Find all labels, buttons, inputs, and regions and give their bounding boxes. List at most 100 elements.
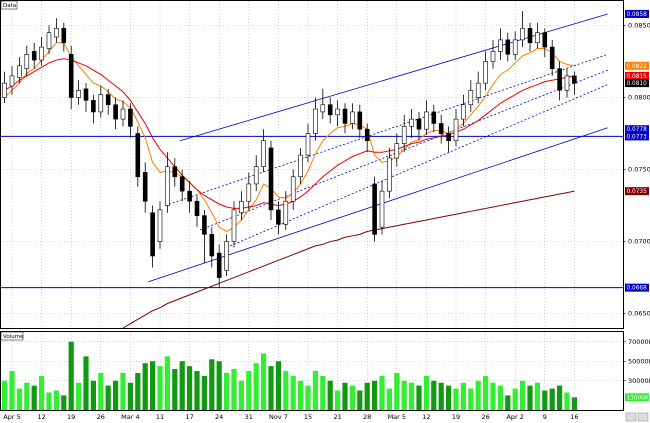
candle-body	[2, 82, 7, 98]
volume-bar	[68, 341, 74, 410]
x-tick-label: 21	[333, 413, 341, 421]
volume-bar	[290, 375, 296, 410]
volume-bar	[261, 353, 267, 410]
value-tag-label: 0.0778	[627, 127, 648, 133]
value-tag	[625, 79, 649, 88]
volume-bar	[342, 382, 348, 410]
candle-body	[475, 82, 481, 98]
candle-body	[91, 100, 96, 113]
volume-bar	[120, 372, 126, 410]
candle-body	[276, 209, 281, 225]
volume-bar	[83, 356, 89, 410]
x-tick-label: Nov 7	[269, 413, 288, 421]
value-tag	[625, 132, 649, 141]
candle-body	[268, 147, 274, 211]
channel-line	[165, 53, 608, 206]
moving-average	[122, 190, 575, 329]
x-tick-label: 28	[363, 413, 371, 421]
candle-body	[120, 108, 126, 120]
candle-body	[76, 90, 81, 98]
volume-bar	[549, 388, 555, 410]
candle-body	[239, 200, 244, 214]
volume-bar	[1, 380, 8, 410]
volume-bar	[9, 371, 15, 410]
volume-bar	[150, 361, 156, 410]
x-tick-label: Mar 5	[388, 413, 406, 421]
volume-bar	[246, 371, 252, 410]
volume-bar	[534, 382, 540, 410]
volume-bar	[379, 375, 385, 410]
candle-body	[431, 111, 437, 124]
volume-bar	[16, 388, 22, 410]
volume-bar	[164, 356, 170, 410]
candle-body	[187, 190, 192, 202]
y-tick-label: 0.0800	[628, 94, 650, 102]
candle-body	[512, 39, 518, 55]
candle-body	[520, 28, 525, 41]
candle-body	[224, 241, 229, 271]
candle-body	[357, 111, 363, 130]
candle-body	[394, 143, 400, 159]
value-tag-label: 0.0773	[627, 134, 648, 140]
volume-bar	[142, 363, 148, 410]
candle-body	[372, 183, 377, 235]
candle-body	[194, 200, 200, 216]
volume-bar	[216, 361, 222, 410]
moving-average	[4, 58, 575, 209]
x-tick-label: 31	[245, 413, 253, 421]
volume-bar	[401, 380, 407, 410]
volume-bar	[423, 375, 429, 410]
overlay-lines	[1, 13, 623, 329]
volume-bar	[320, 375, 326, 410]
candle-body	[542, 32, 548, 48]
candle-body	[298, 154, 303, 178]
candle-body	[557, 68, 562, 91]
value-tag	[625, 283, 649, 292]
volume-bar	[475, 380, 481, 410]
volume-bar	[364, 382, 370, 410]
x-tick-label: 11	[156, 413, 164, 421]
candle-body	[490, 51, 496, 62]
x-tick-label: 12	[422, 413, 430, 421]
x-tick-label: 26	[481, 413, 489, 421]
x-tick-label: 12	[37, 413, 45, 421]
panel-title: Data	[3, 3, 16, 9]
candle-body	[335, 108, 340, 116]
value-tag-label: 0.0815	[627, 74, 648, 80]
volume-bar	[512, 388, 518, 410]
x-tick-label: 16	[570, 413, 578, 421]
volume-bar	[460, 382, 466, 410]
volume-bar	[98, 372, 104, 410]
y-tick-label: 0.0750	[628, 166, 650, 174]
volume-bar	[76, 382, 82, 410]
x-tick-label: 17	[185, 413, 193, 421]
y-tick-label: 30000K	[628, 377, 650, 385]
volume-bar	[172, 369, 178, 410]
volume-bar	[253, 363, 259, 410]
volume-bar	[468, 388, 474, 410]
candle-body	[98, 94, 104, 113]
volume-bar	[394, 372, 400, 410]
volume-bar	[431, 380, 437, 410]
volume-bar	[571, 397, 577, 410]
candle-body	[290, 176, 296, 202]
candle-body	[350, 111, 355, 124]
candle-body	[320, 104, 326, 113]
volume-bar	[505, 395, 511, 410]
candles	[1, 11, 577, 410]
volume-bar	[135, 372, 141, 410]
value-tag	[625, 187, 649, 196]
candle-body	[535, 32, 540, 44]
volume-bar	[283, 371, 289, 410]
candle-body	[261, 140, 266, 167]
candle-body	[572, 75, 577, 84]
y-tick-label: 0.0850	[628, 21, 650, 29]
panel-title: Volume	[3, 334, 24, 340]
candle-body	[498, 39, 503, 52]
volume-bar	[46, 392, 52, 410]
candle-body	[135, 133, 141, 178]
candle-body	[172, 166, 178, 178]
candle-body	[231, 209, 237, 242]
volume-panel	[0, 331, 624, 411]
candle-body	[438, 123, 444, 134]
